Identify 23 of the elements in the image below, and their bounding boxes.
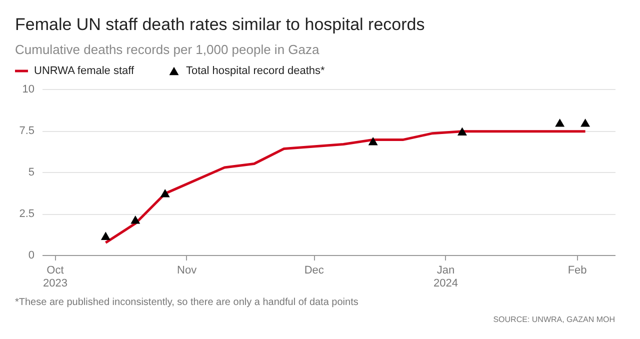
y-tick-label: 10: [22, 84, 34, 96]
point: [555, 118, 565, 127]
source-note: SOURCE: UNWRA, GAZAN MOH: [493, 315, 616, 324]
x-tick-label: Jan 2024: [433, 264, 458, 290]
y-tick-label: 7.5: [19, 125, 34, 137]
legend-label: Total hospital record deaths*: [186, 65, 326, 77]
y-tick-label: 2.5: [19, 208, 34, 220]
x-tick-label: Dec: [304, 264, 324, 276]
legend-label: UNRWA female staff: [34, 65, 135, 77]
point: [100, 232, 110, 240]
x-tick-label: Feb: [568, 264, 587, 276]
y-tick-label: 0: [28, 250, 34, 262]
point: [457, 127, 467, 136]
text: *These are published inconsistently, so there are only a handful of data points: [15, 297, 358, 308]
chart-title: Female UN staff death rates similar to hospital records: [15, 15, 425, 34]
point: [160, 188, 170, 198]
x-tick-label: Nov: [177, 264, 198, 276]
chart-subtitle: Cumulative deaths records per 1,000 people in Gaza: [15, 42, 320, 57]
point: [368, 137, 378, 146]
x-tick-label: Oct 2023: [42, 264, 68, 290]
point: [130, 216, 140, 224]
y-tick-label: 5: [28, 166, 34, 178]
point: [580, 118, 590, 127]
